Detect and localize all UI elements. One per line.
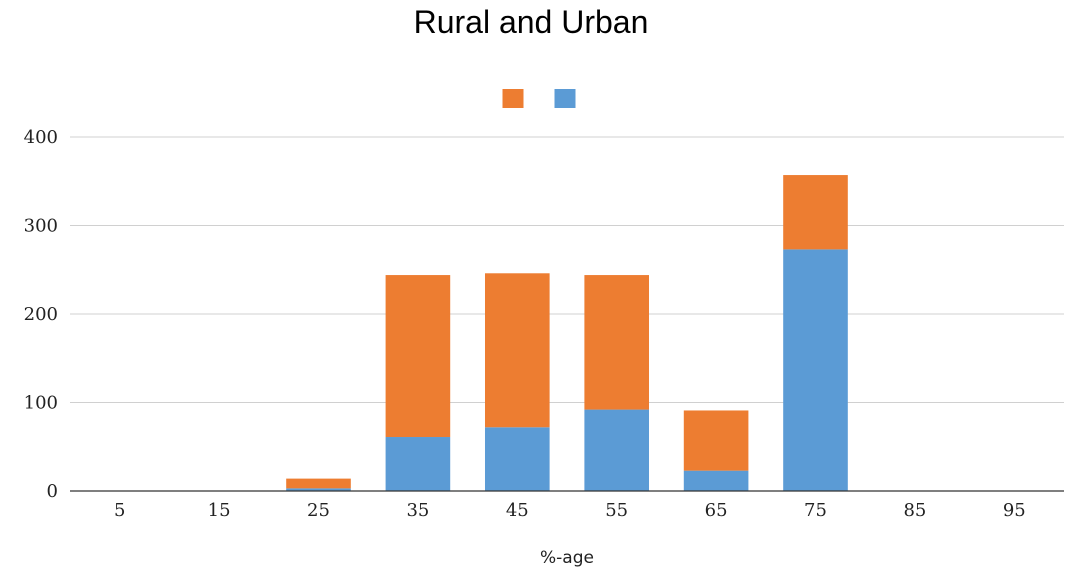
- y-tick-label: 100: [24, 393, 58, 414]
- legend: [502, 89, 576, 108]
- bar-segment-series-1: [484, 427, 550, 491]
- bar-segment-series-2: [783, 175, 848, 250]
- y-tick-label: 200: [24, 304, 58, 325]
- x-tick-label: 65: [705, 500, 728, 521]
- bar-segment-series-1: [385, 437, 451, 491]
- y-axis-ticks: 0 100 200 300 400: [24, 127, 58, 502]
- x-tick-label: 25: [307, 500, 330, 521]
- y-tick-label: 400: [24, 127, 58, 148]
- chart-title: Rural and Urban: [414, 4, 649, 40]
- y-tick-label: 300: [24, 216, 58, 237]
- bar-segment-series-2: [584, 275, 650, 410]
- x-axis-title: %-age: [540, 548, 594, 568]
- bars: [286, 175, 848, 491]
- x-tick-label: 35: [406, 500, 429, 521]
- bar-segment-series-1: [683, 470, 749, 491]
- bar-segment-series-2: [683, 410, 749, 471]
- x-tick-label: 5: [114, 500, 125, 521]
- y-tick-label: 0: [47, 481, 58, 502]
- gridlines: [70, 136, 1064, 403]
- x-tick-label: 85: [903, 500, 926, 521]
- bar-segment-series-2: [385, 275, 451, 438]
- bar-segment-series-1: [286, 488, 351, 491]
- bar-segment-series-2: [286, 478, 351, 489]
- legend-swatch-series-2: [502, 89, 524, 108]
- bar-segment-series-2: [484, 273, 550, 428]
- x-tick-label: 55: [605, 500, 628, 521]
- bar-segment-series-1: [783, 249, 848, 491]
- legend-swatch-series-1: [554, 89, 576, 108]
- x-tick-label: 15: [208, 500, 231, 521]
- x-tick-label: 45: [506, 500, 529, 521]
- bar-segment-series-1: [584, 409, 650, 491]
- x-tick-label: 95: [1003, 500, 1026, 521]
- x-tick-label: 75: [804, 500, 827, 521]
- x-axis-ticks: 5 15 25 35 45 55 65 75 85 95: [114, 500, 1026, 521]
